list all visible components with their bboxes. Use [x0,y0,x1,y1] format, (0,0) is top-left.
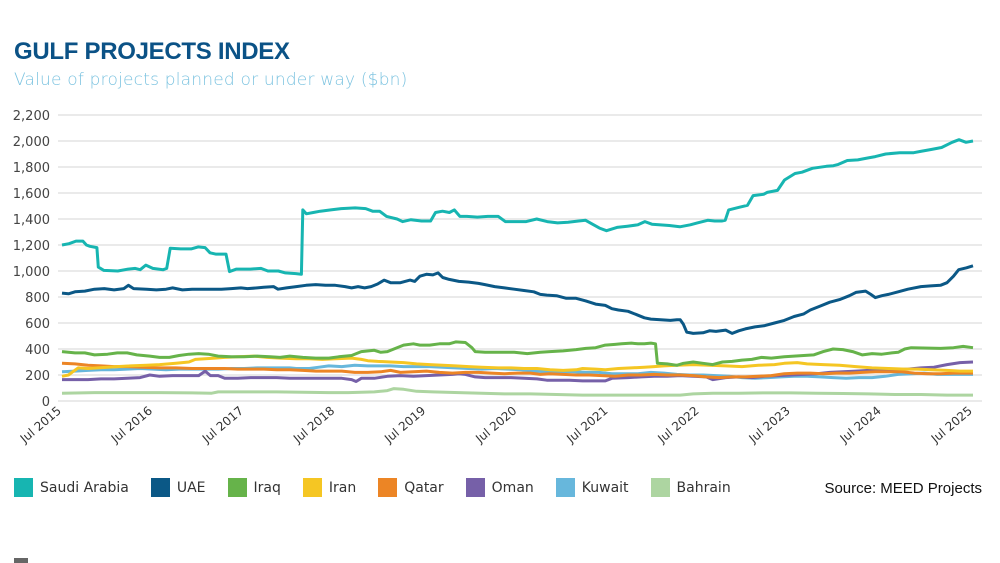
x-axis-tick-labels: Jul 2015 Jul 2016 Jul 2017 Jul 2018 Jul 2019… [17,404,975,447]
legend-item-qatar[interactable]: Qatar [378,478,444,497]
x-tick-label: Jul 2024 [837,404,884,447]
series-line-bahrain [61,387,973,397]
y-tick-label: 2,000 [13,135,50,150]
y-tick-label: 1,600 [13,187,50,202]
legend: Saudi Arabia UAE Iraq Iran Qatar Oman Ku… [14,478,753,497]
series-line-uae [61,264,974,335]
legend-item-uae[interactable]: UAE [150,478,206,497]
legend-label: Saudi Arabia [40,479,129,496]
x-tick-label: Jul 2016 [108,404,155,447]
x-tick-label: Jul 2017 [199,404,246,447]
legend-item-iraq[interactable]: Iraq [227,478,281,497]
legend-label: Kuwait [581,479,629,496]
legend-swatch [302,478,322,497]
legend-swatch [150,478,170,497]
legend-label: Bahrain [676,479,731,496]
legend-swatch [378,478,398,497]
legend-item-kuwait[interactable]: Kuwait [555,478,629,497]
gridlines [58,114,982,402]
y-tick-label: 0 [42,395,50,410]
y-axis-tick-labels: 0 200 400 600 800 1,000 1,200 1,400 1,600 1,800 2,… [13,109,50,410]
legend-swatch [14,478,33,497]
y-tick-label: 1,000 [13,265,50,280]
legend-swatch [555,478,575,497]
legend-label: Oman [491,479,534,496]
legend-swatch [650,478,670,497]
legend-label: UAE [176,479,206,496]
legend-item-bahrain[interactable]: Bahrain [650,478,731,497]
legend-item-iran[interactable]: Iran [302,478,357,497]
x-tick-label: Jul 2018 [290,404,337,447]
x-tick-label: Jul 2022 [654,404,701,447]
x-tick-label: Jul 2023 [746,404,793,447]
chart-title: GULF PROJECTS INDEX [14,38,290,65]
y-tick-label: 200 [25,369,50,384]
y-tick-label: 1,400 [13,213,50,228]
y-tick-label: 800 [25,291,50,306]
line-chart: 0 200 400 600 800 1,000 1,200 1,400 1,600 1,800 2,… [13,109,982,447]
legend-swatch [227,478,247,497]
y-tick-label: 1,200 [13,239,50,254]
x-tick-label: Jul 2015 [17,404,64,447]
series-line-iraq [61,340,974,367]
series-lines [61,138,974,397]
series-line-saudi-arabia [61,138,974,276]
x-tick-label: Jul 2019 [381,404,428,447]
legend-item-oman[interactable]: Oman [465,478,534,497]
legend-label: Qatar [404,479,444,496]
series-line-qatar [61,361,973,380]
series-line-iran [61,354,973,378]
x-tick-label: Jul 2021 [563,404,610,447]
y-tick-label: 400 [25,343,50,358]
legend-label: Iraq [253,479,281,496]
legend-swatch [465,478,485,497]
footer-fragment [14,558,28,563]
legend-item-saudi-arabia[interactable]: Saudi Arabia [14,478,129,497]
chart-subtitle: Value of projects planned or under way (… [14,70,408,90]
y-tick-label: 1,800 [13,161,50,176]
legend-label: Iran [328,479,357,496]
x-tick-label: Jul 2020 [472,404,519,447]
y-tick-label: 600 [25,317,50,332]
y-tick-label: 2,200 [13,109,50,124]
x-tick-label: Jul 2025 [928,404,975,447]
source-note: Source: MEED Projects [824,480,982,497]
